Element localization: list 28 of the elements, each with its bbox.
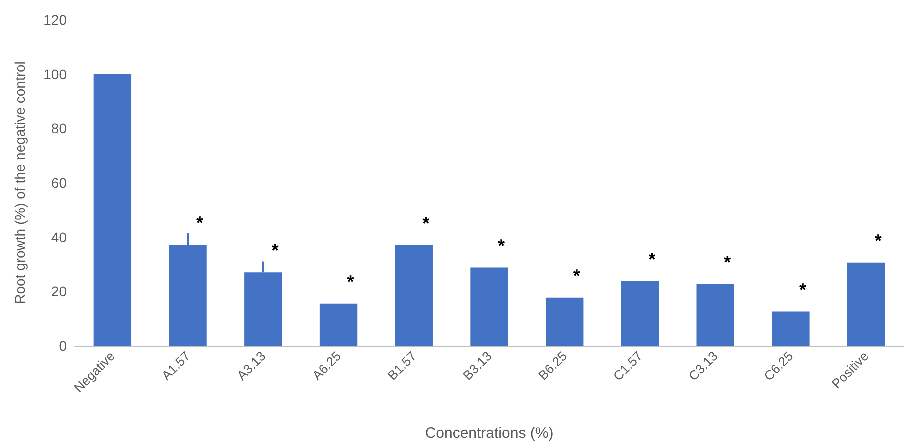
bar (320, 304, 358, 346)
y-tick-label: 80 (51, 120, 68, 137)
bar (621, 281, 660, 346)
annotation: * (196, 213, 204, 234)
annotation: * (498, 236, 506, 256)
bar (94, 74, 132, 346)
y-tick-label: 60 (51, 175, 68, 191)
annotation: * (799, 280, 806, 300)
x-axis-title: Concentrations (%) (425, 425, 554, 442)
annotation: * (724, 252, 732, 272)
annotation: * (648, 249, 656, 270)
bar (470, 268, 508, 346)
annotation: * (347, 272, 354, 292)
y-axis-title: Root growth (%) of the negative control (12, 62, 28, 304)
bar (546, 298, 584, 346)
bar (847, 262, 886, 346)
bar (395, 245, 433, 346)
bar (772, 312, 810, 346)
annotation: * (874, 230, 882, 251)
annotation: * (272, 240, 279, 261)
y-tick-label: 40 (51, 229, 68, 246)
bar (696, 284, 734, 346)
y-tick-label: 100 (44, 66, 68, 82)
y-tick-label: 0 (59, 338, 68, 354)
annotation: * (573, 266, 580, 286)
annotation: * (422, 213, 430, 234)
y-tick-label: 20 (51, 284, 68, 300)
y-tick-label: 120 (44, 12, 68, 28)
